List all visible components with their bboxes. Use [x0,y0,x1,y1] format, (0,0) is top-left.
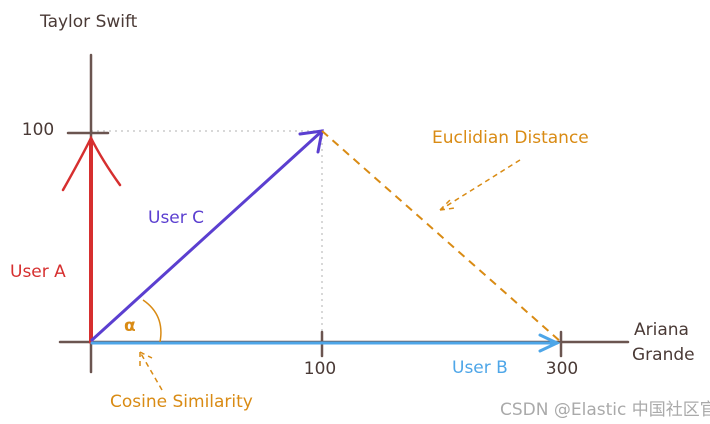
vector-c [90,129,324,342]
x-tick-label: 300 [546,359,578,379]
annotation: Cosine Similarity [110,392,253,412]
x-axis-label: Ariana [634,320,689,340]
x-tick-label: 100 [304,359,336,379]
annotation: Euclidian Distance [432,128,589,148]
y-axis-label: Taylor Swift [39,12,138,32]
vector-label: User C [148,208,204,228]
vector-label: User A [10,262,66,282]
x-axis-label: Grande [632,345,695,365]
vector-a [61,135,122,344]
vector-b [90,333,561,353]
vector-label: User B [452,358,508,378]
watermark: CSDN @Elastic 中国社区官方博客 [500,400,710,420]
distance-line [321,130,562,343]
pointer [439,159,521,211]
angle-arc [142,299,162,343]
pointer [139,351,163,391]
y-tick-label: 100 [22,120,54,140]
angle-label: α [124,316,136,336]
